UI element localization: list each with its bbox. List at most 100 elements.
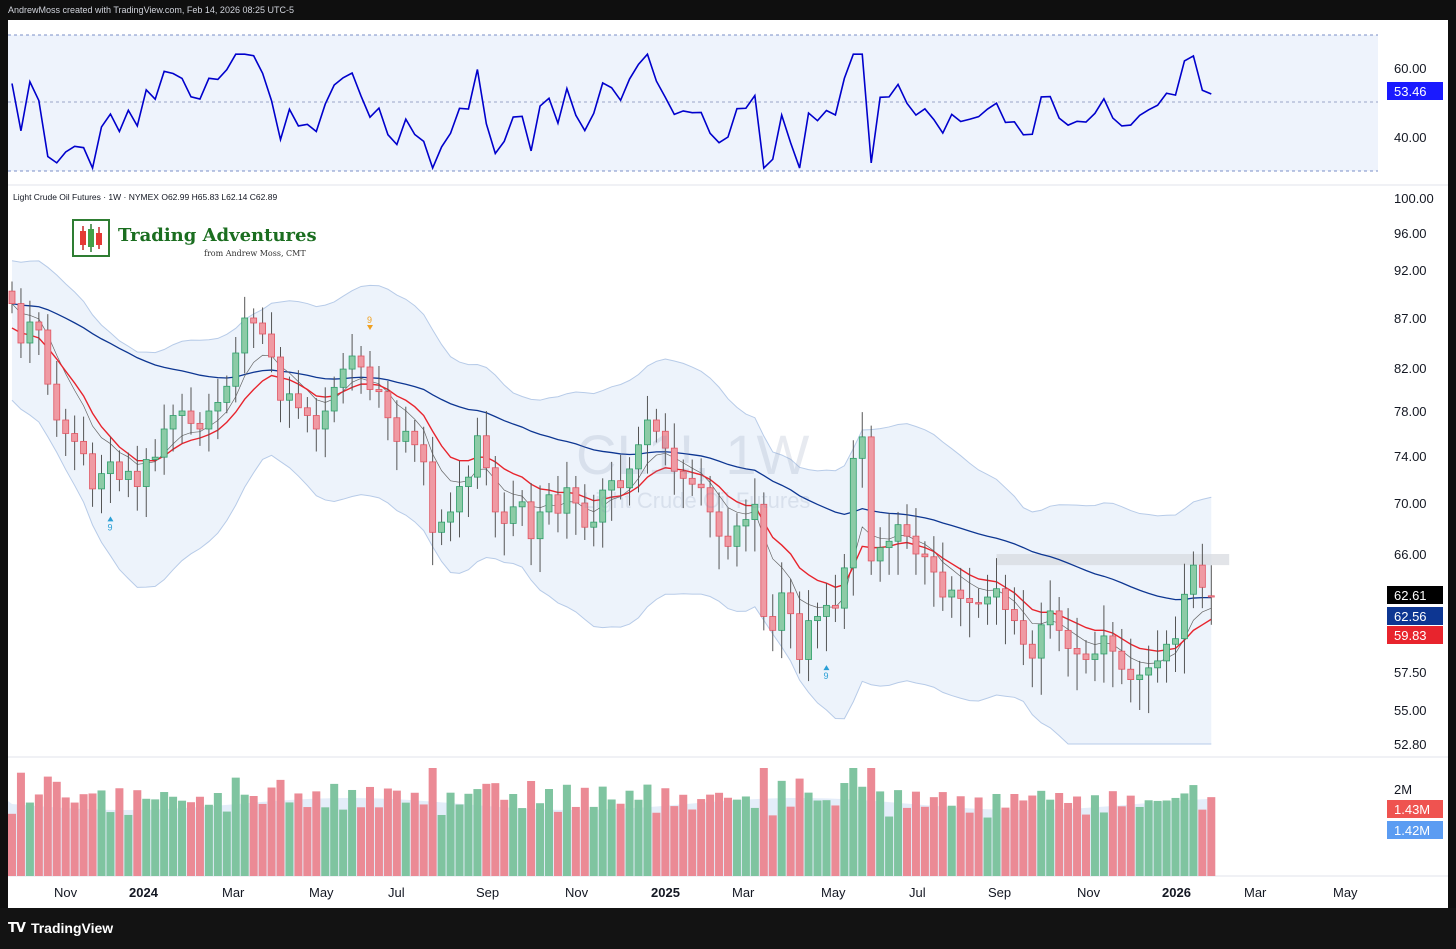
rsi-line bbox=[11, 52, 1212, 171]
candle-body bbox=[277, 356, 284, 401]
volume-bar bbox=[786, 806, 795, 876]
volume-bar bbox=[240, 794, 249, 876]
price-tick-label: 100.00 bbox=[1394, 191, 1434, 206]
candle-body bbox=[17, 303, 25, 344]
time-tick-label: Nov bbox=[565, 885, 589, 900]
volume-bar bbox=[947, 805, 956, 876]
candle-body bbox=[1163, 643, 1170, 662]
volume-bar bbox=[741, 796, 750, 876]
td-marker-label: 9 bbox=[367, 315, 372, 325]
candle-body bbox=[545, 494, 553, 513]
time-tick-label: Mar bbox=[222, 885, 245, 900]
volume-bar bbox=[715, 792, 724, 876]
candlestick-logo-icon bbox=[72, 219, 110, 257]
volume-bar bbox=[983, 817, 992, 876]
volume-bar bbox=[545, 789, 553, 876]
candle-body bbox=[1082, 653, 1090, 660]
volume-bar bbox=[777, 780, 786, 876]
volume-label-value: 1.43M bbox=[1394, 802, 1430, 817]
chart-canvas[interactable]: 60.00 40.00 53.46 9 9 9 100.00 96.00 92.00 87.00 8… bbox=[8, 20, 1448, 908]
volume-bar bbox=[106, 812, 115, 876]
volume-bar bbox=[750, 807, 759, 876]
legend-low: L62.14 bbox=[221, 192, 248, 202]
candle-body bbox=[993, 588, 1000, 598]
candles-group bbox=[8, 281, 1215, 714]
rsi-tick-60: 60.00 bbox=[1394, 61, 1427, 76]
volume-bar bbox=[267, 787, 276, 876]
volume-bar bbox=[410, 792, 419, 876]
time-tick-label: 2024 bbox=[129, 885, 159, 900]
volume-bar bbox=[509, 794, 518, 876]
candle-body bbox=[751, 503, 759, 520]
candle-body bbox=[214, 401, 222, 412]
candle-body bbox=[563, 487, 571, 514]
volume-bar bbox=[401, 802, 410, 876]
candle-body bbox=[1037, 624, 1045, 659]
volume-bar bbox=[903, 807, 911, 876]
candle-body bbox=[706, 487, 714, 513]
volume-bar bbox=[1055, 793, 1064, 876]
volume-bar bbox=[142, 798, 151, 876]
volume-bar bbox=[482, 783, 491, 876]
candle-body bbox=[1019, 620, 1027, 645]
volume-bar bbox=[1153, 800, 1162, 876]
candle-body bbox=[769, 616, 777, 631]
volume-bar bbox=[446, 792, 455, 876]
candle-body bbox=[626, 468, 633, 489]
candle-body bbox=[617, 480, 624, 489]
candle-body bbox=[590, 521, 598, 528]
volume-bar bbox=[204, 804, 213, 876]
volume-bar bbox=[491, 783, 500, 876]
time-tick-label: 2026 bbox=[1162, 885, 1191, 900]
price-tick-label: 82.00 bbox=[1394, 361, 1427, 376]
candle-body bbox=[286, 393, 293, 401]
candle-body bbox=[330, 386, 338, 412]
volume-bar bbox=[616, 803, 625, 876]
volume-bar bbox=[1019, 800, 1028, 876]
volume-bar bbox=[697, 799, 706, 876]
candle-body bbox=[491, 467, 499, 513]
chart-panel[interactable]: 60.00 40.00 53.46 9 9 9 100.00 96.00 92.00 87.00 8… bbox=[8, 20, 1448, 908]
tradingview-brand: TradingView bbox=[30, 920, 114, 936]
time-tick-label: 2025 bbox=[651, 885, 680, 900]
symbol-legend: Light Crude Oil Futures · 1W · NYMEX O62… bbox=[13, 192, 277, 202]
volume-bar bbox=[1162, 800, 1171, 876]
price-tick-label: 55.00 bbox=[1394, 703, 1427, 718]
rsi-last-value-box bbox=[1387, 82, 1443, 100]
candle-body bbox=[1118, 650, 1126, 670]
candle-body bbox=[796, 613, 803, 660]
price-label-box bbox=[1387, 586, 1443, 604]
volume-bar bbox=[1046, 799, 1055, 876]
candle-body bbox=[1055, 610, 1063, 631]
volume-bar bbox=[339, 809, 348, 876]
tradingview-logo[interactable]: TV TradingView bbox=[8, 920, 113, 936]
volume-bar bbox=[1180, 793, 1189, 876]
price-tick-label: 66.00 bbox=[1394, 547, 1427, 562]
price-tick-label: 78.00 bbox=[1394, 404, 1427, 419]
volume-bar bbox=[312, 791, 321, 876]
volume-bar bbox=[437, 814, 446, 876]
rsi-last-value: 53.46 bbox=[1394, 84, 1427, 99]
candle-body bbox=[312, 415, 320, 430]
volume-bar bbox=[8, 813, 16, 876]
candle-body bbox=[876, 547, 884, 562]
volume-bar bbox=[249, 795, 258, 876]
volume-bar bbox=[455, 804, 464, 876]
volume-bar bbox=[858, 786, 867, 876]
volume-bar bbox=[849, 768, 858, 876]
candle-body bbox=[930, 556, 938, 573]
candle-body bbox=[957, 589, 965, 599]
candle-body bbox=[1073, 648, 1081, 655]
candle-body bbox=[366, 366, 374, 390]
candle-body bbox=[393, 417, 401, 442]
candle-body bbox=[536, 511, 544, 540]
volume-bar bbox=[258, 803, 267, 876]
volume-bar bbox=[1037, 790, 1046, 876]
volume-bar bbox=[670, 806, 679, 876]
symbol-line: Light Crude Oil Futures · 1W · NYMEX bbox=[13, 192, 159, 202]
volume-bar bbox=[1117, 806, 1126, 876]
candle-body bbox=[187, 410, 195, 424]
volume-bar bbox=[894, 790, 903, 876]
volume-bar bbox=[607, 799, 616, 876]
candle-body bbox=[527, 501, 535, 540]
